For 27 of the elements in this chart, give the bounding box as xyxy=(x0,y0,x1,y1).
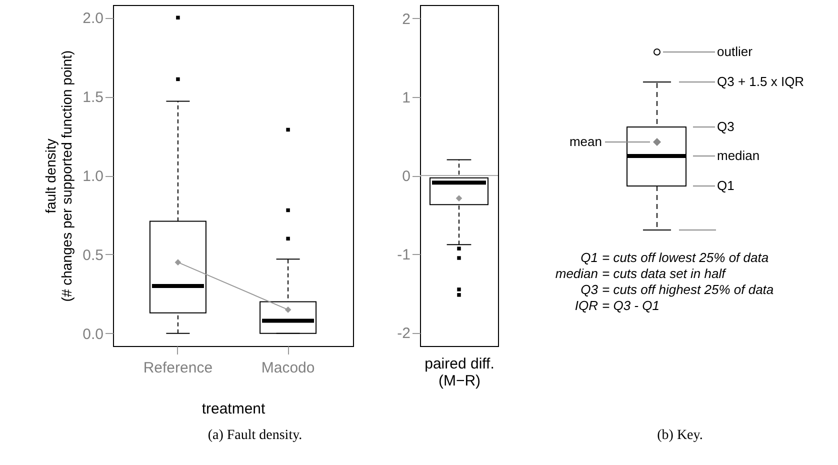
y-tick-label: 0.5 xyxy=(82,246,104,264)
text: Q3 = cuts off highest 25% of data xyxy=(580,282,774,298)
y-tick-label: 2 xyxy=(402,10,410,28)
y-tick-label: 0.0 xyxy=(82,326,104,343)
text: (a) Fault density. xyxy=(208,428,302,444)
text: outlier xyxy=(717,44,752,60)
text: Q3 xyxy=(717,119,734,135)
y-tick-label: 0 xyxy=(402,168,410,185)
text: median = cuts data set in half xyxy=(555,266,726,282)
text: Q1 xyxy=(717,178,734,194)
text: median xyxy=(717,148,760,164)
y-axis-title: fault density (# changes per supported function point) xyxy=(42,50,75,302)
x-tick-label: Macodo xyxy=(261,360,315,376)
x-tick-label: Reference xyxy=(143,360,213,376)
x-axis-title: treatment xyxy=(202,400,266,418)
text: IQR = Q3 - Q1 xyxy=(574,298,660,314)
x-axis-title: paired diff. (M−R) xyxy=(424,356,494,390)
y-tick-label: 1 xyxy=(402,89,410,106)
text: Q3 + 1.5 x IQR xyxy=(717,74,804,90)
y-tick-label: -1 xyxy=(397,246,410,264)
text: (b) Key. xyxy=(657,428,703,444)
text: mean xyxy=(569,134,602,150)
y-tick-label: 1.0 xyxy=(82,168,104,185)
y-tick-label: 2.0 xyxy=(82,10,104,28)
y-tick-label: 1.5 xyxy=(82,89,104,106)
y-tick-label: -2 xyxy=(397,325,410,342)
text: Q1 = cuts off lowest 25% of data xyxy=(580,250,769,266)
